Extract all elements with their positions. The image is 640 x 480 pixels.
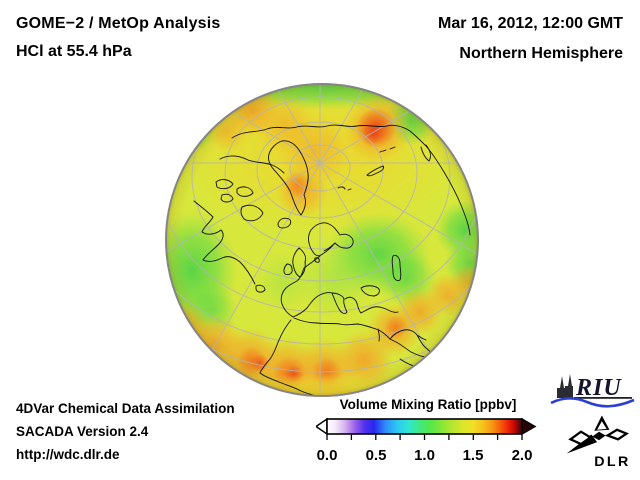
dlr-emblem-icon (566, 415, 629, 454)
colorbar-ticks (326, 434, 523, 440)
version-caption: SACADA Version 2.4 (16, 424, 149, 439)
colorbar-gradient (326, 418, 523, 435)
colorbar-tick-label: 1.5 (462, 447, 484, 464)
globe-rim (165, 83, 479, 397)
colorbar-right-arrow-icon (521, 417, 537, 436)
hemisphere-label: Northern Hemisphere (459, 45, 623, 62)
riu-underline (574, 397, 632, 399)
colorbar-tick-label: 2.0 (511, 447, 533, 464)
riu-wordmark: RIU (575, 375, 622, 401)
dlr-wordmark: DLR (594, 454, 630, 470)
plot-subtitle: HCl at 55.4 hPa (16, 43, 132, 60)
colorbar: Volume Mixing Ratio [ppbv] 0.0 0.5 (316, 397, 540, 475)
cathedral-icon (557, 374, 573, 398)
coastlines-layer (193, 124, 471, 396)
colorbar-tick-label: 1.0 (414, 447, 435, 464)
colorbar-scale (316, 417, 537, 440)
globe-map (165, 83, 479, 397)
rhine-wave-icon (550, 397, 635, 408)
assimilation-caption: 4DVar Chemical Data Assimilation (16, 401, 235, 416)
colorbar-tick-label: 0.0 (316, 447, 338, 464)
colorbar-tick-label: 0.5 (365, 447, 387, 464)
riu-logo: RIU (550, 374, 635, 408)
colorbar-left-arrow-icon (316, 417, 328, 436)
analysis-date: Mar 16, 2012, 12:00 GMT (438, 15, 623, 32)
url-caption: http://wdc.dlr.de (16, 447, 120, 462)
colorbar-tick-labels: 0.0 0.5 1.0 1.5 2.0 (316, 447, 540, 467)
plot-title: GOME−2 / MetOp Analysis (16, 15, 221, 32)
dlr-logo: DLR (566, 415, 630, 470)
colorbar-title: Volume Mixing Ratio [ppbv] (339, 397, 517, 412)
